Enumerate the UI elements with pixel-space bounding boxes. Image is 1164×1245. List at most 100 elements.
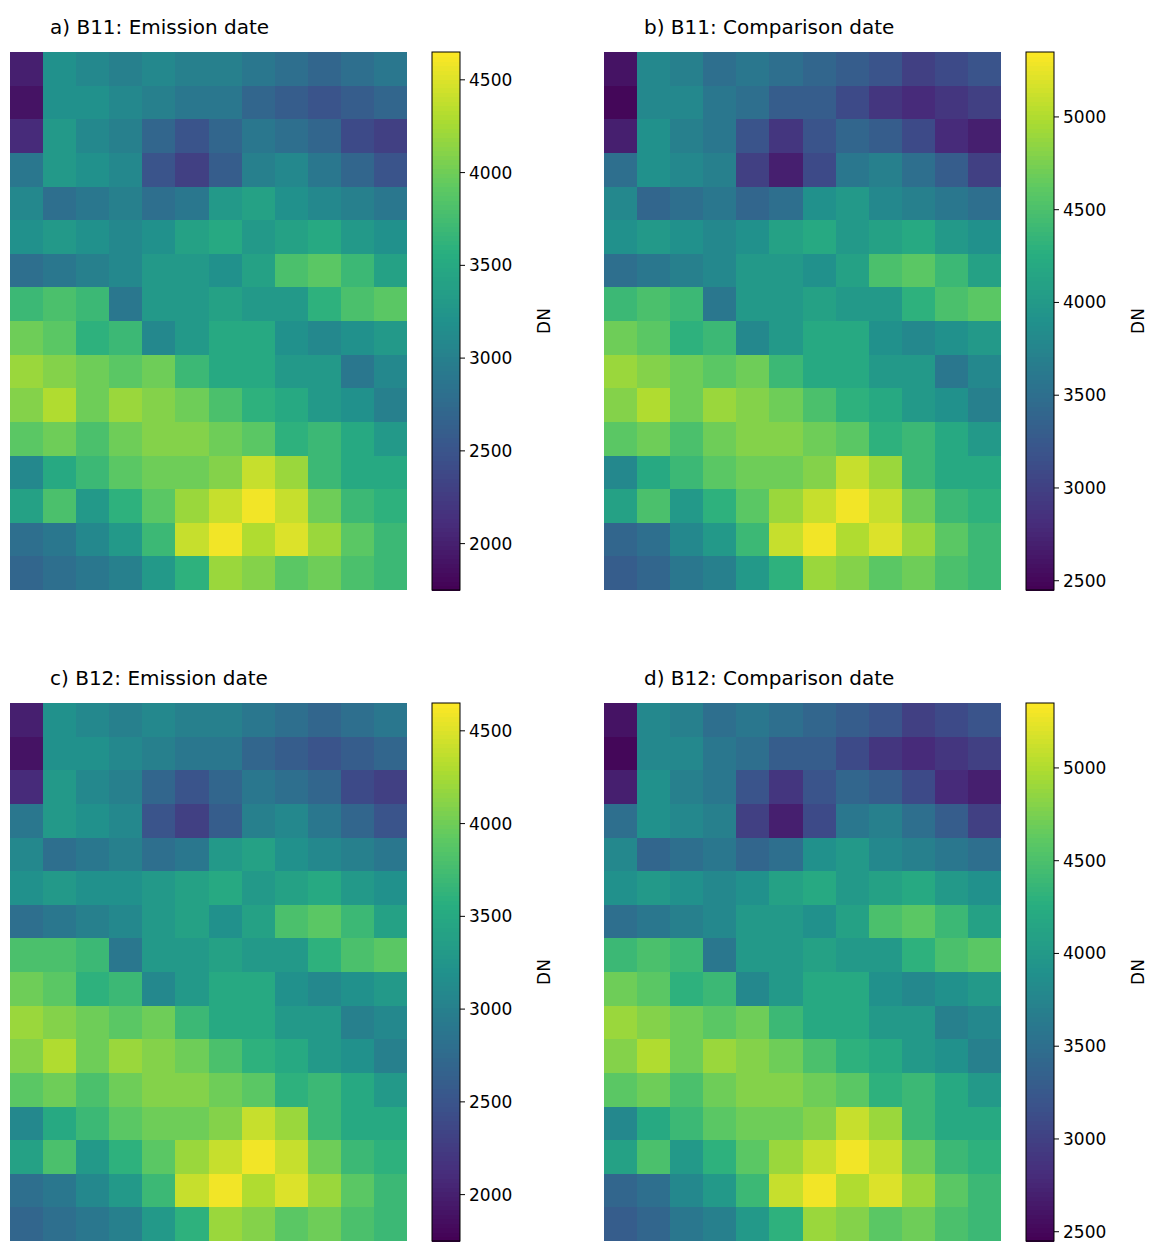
colorbar-step — [432, 119, 460, 124]
cell — [836, 938, 870, 972]
colorbar-step — [1026, 379, 1054, 384]
colorbar-step — [432, 352, 460, 357]
colorbar-step — [1026, 478, 1054, 483]
colorbar-step — [1026, 1192, 1054, 1197]
cell — [604, 523, 638, 557]
colorbar-step — [1026, 1205, 1054, 1210]
cell — [275, 1107, 309, 1141]
colorbar — [432, 52, 460, 591]
colorbar-step — [1026, 1053, 1054, 1058]
cell — [10, 1107, 44, 1141]
cell — [869, 1107, 903, 1141]
cell — [902, 187, 936, 221]
cell — [703, 1207, 737, 1241]
colorbar-step — [1026, 914, 1054, 919]
colorbar-step — [432, 83, 460, 88]
colorbar-step — [432, 384, 460, 389]
cell — [703, 1006, 737, 1040]
colorbar-step — [1026, 1017, 1054, 1022]
cell — [175, 388, 209, 422]
colorbar-step — [432, 1026, 460, 1031]
colorbar-tick — [1054, 209, 1059, 210]
colorbar-step — [432, 527, 460, 532]
colorbar-step — [432, 963, 460, 968]
cell — [836, 556, 870, 590]
colorbar-tick-label: 2500 — [469, 1092, 512, 1112]
colorbar-step — [432, 842, 460, 847]
cell — [968, 905, 1001, 939]
colorbar-step — [1026, 1210, 1054, 1215]
cell — [43, 321, 77, 355]
cell — [736, 52, 770, 86]
colorbar-step — [1026, 393, 1054, 398]
cell — [308, 1073, 342, 1107]
cell — [242, 523, 276, 557]
cell — [275, 489, 309, 523]
cell — [637, 489, 671, 523]
cell — [836, 838, 870, 872]
cell — [736, 1006, 770, 1040]
colorbar-step — [432, 1214, 460, 1219]
cell — [109, 187, 143, 221]
cell — [76, 86, 110, 120]
cell — [43, 422, 77, 456]
cell — [109, 972, 143, 1006]
colorbar-step — [432, 581, 460, 586]
cell — [935, 1073, 969, 1107]
colorbar-step — [1026, 267, 1054, 272]
cell — [935, 321, 969, 355]
colorbar-step — [432, 1129, 460, 1134]
cell — [275, 1039, 309, 1073]
colorbar-step — [1026, 491, 1054, 496]
colorbar-step — [1026, 811, 1054, 816]
cell — [902, 804, 936, 838]
colorbar-step — [1026, 1156, 1054, 1161]
colorbar-step — [432, 388, 460, 393]
cell — [209, 187, 243, 221]
cell — [703, 972, 737, 1006]
colorbar-step — [1026, 941, 1054, 946]
colorbar-step — [432, 155, 460, 160]
cell — [175, 321, 209, 355]
cell — [935, 489, 969, 523]
cell — [637, 1039, 671, 1073]
cell — [736, 703, 770, 737]
colorbar-step — [432, 1196, 460, 1201]
colorbar-tick — [1054, 395, 1059, 396]
cell — [836, 153, 870, 187]
cell — [902, 220, 936, 254]
cell — [803, 388, 837, 422]
cell — [175, 938, 209, 972]
colorbar-step — [1026, 1178, 1054, 1183]
colorbar-step — [432, 505, 460, 510]
colorbar-tick — [460, 1194, 465, 1195]
cell — [10, 321, 44, 355]
cell — [209, 1039, 243, 1073]
cell — [803, 422, 837, 456]
cell — [10, 254, 44, 288]
cell — [803, 737, 837, 771]
cell — [869, 1174, 903, 1208]
cell — [341, 556, 375, 590]
cell — [935, 703, 969, 737]
colorbar-step — [1026, 824, 1054, 829]
colorbar-step — [432, 846, 460, 851]
cell — [769, 905, 803, 939]
cell — [769, 1140, 803, 1174]
cell — [670, 422, 704, 456]
cell — [209, 456, 243, 490]
cell — [604, 905, 638, 939]
cell — [637, 1174, 671, 1208]
cell — [670, 456, 704, 490]
colorbar-step — [432, 851, 460, 856]
colorbar-step — [1026, 1057, 1054, 1062]
cell — [637, 871, 671, 905]
colorbar-step — [432, 299, 460, 304]
cell — [736, 770, 770, 804]
cell — [670, 119, 704, 153]
cell — [308, 703, 342, 737]
cell — [703, 388, 737, 422]
cells — [604, 703, 1001, 1241]
cell — [308, 220, 342, 254]
colorbar-step — [1026, 1201, 1054, 1206]
